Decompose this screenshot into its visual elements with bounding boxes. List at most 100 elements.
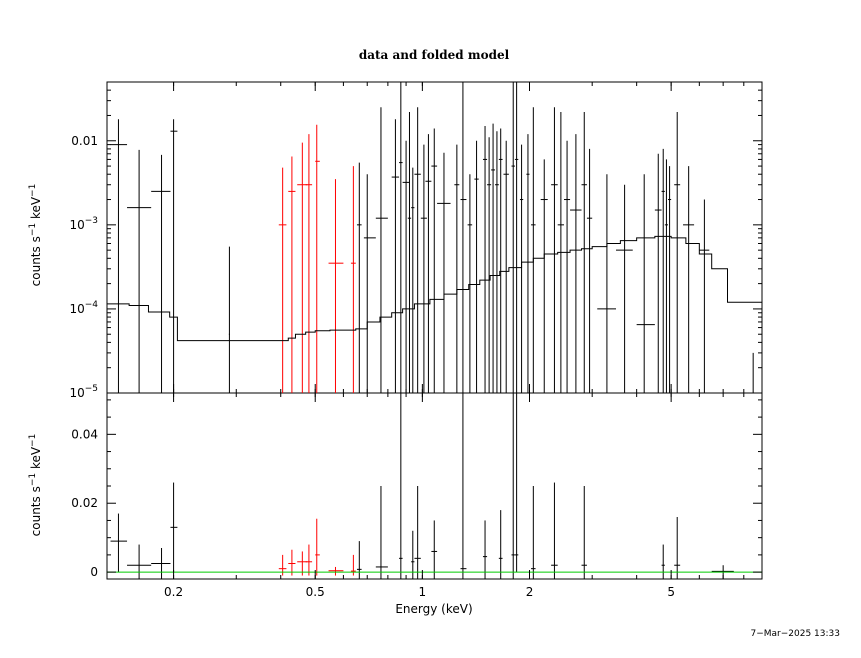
bottom-data-point [581, 486, 587, 579]
timestamp: 7−Mar−2025 13:33 [751, 629, 841, 639]
top-data-point [564, 140, 571, 393]
top-data-point [110, 119, 128, 393]
x-tick-label: 0.2 [164, 585, 183, 599]
bottom-data-point [375, 486, 388, 579]
top-data-point [288, 156, 296, 393]
bottom-data-point [328, 566, 344, 576]
bottom-data-point [151, 548, 171, 579]
bottom-data-point [498, 510, 503, 579]
bottom-data-point [110, 513, 128, 573]
top-data-point [228, 246, 230, 393]
top-y-label-mid: keV [29, 196, 43, 223]
bottom-data-point [170, 482, 178, 573]
top-data-point [411, 167, 415, 393]
top-data-point [586, 148, 593, 393]
top-data-point [503, 140, 509, 393]
top-data-point [454, 144, 460, 393]
bottom-data-point [431, 520, 438, 579]
bottom-y-tick-label: 0 [90, 565, 98, 579]
bottom-y-axis-label: counts s−1 keV−1 [28, 434, 43, 537]
top-data-point [752, 352, 755, 394]
bottom-y-label-exp1: −1 [28, 473, 38, 486]
top-data-point [519, 144, 524, 393]
bottom-y-tick-label: 0.02 [71, 496, 98, 510]
top-y-tick-label: 10−3 [69, 216, 98, 232]
top-data-point [487, 137, 492, 393]
top-data-point [683, 166, 695, 393]
top-data-point [467, 174, 473, 393]
bottom-panel-marks [107, 393, 762, 579]
bottom-data-point [514, 393, 519, 573]
top-data-point [531, 107, 536, 393]
top-data-point [425, 134, 432, 393]
bottom-data-point [399, 393, 403, 579]
top-y-label-exp2: −1 [28, 184, 38, 197]
top-y-tick-label: 0.01 [71, 134, 98, 148]
bottom-data-point [305, 544, 313, 576]
top-data-point [597, 174, 617, 393]
top-y-tick-label: 10−4 [69, 300, 98, 316]
x-tick-label: 1 [419, 585, 427, 599]
top-data-point [127, 149, 152, 393]
top-data-point [402, 140, 410, 393]
top-data-point [363, 174, 376, 393]
bottom-data-point [127, 544, 152, 579]
bottom-data-point [356, 541, 362, 579]
bottom-data-point [674, 517, 681, 579]
x-tick-label: 5 [667, 585, 675, 599]
top-data-point [636, 174, 655, 393]
bottom-data-point [411, 530, 415, 579]
bottom-data-point [297, 551, 308, 576]
top-data-point [664, 159, 669, 393]
top-data-point [414, 107, 421, 393]
top-data-point [297, 142, 308, 393]
top-data-point [328, 179, 344, 393]
bottom-data-point [414, 486, 421, 579]
bottom-data-point [661, 544, 665, 579]
top-data-point [514, 82, 519, 393]
top-data-point [616, 184, 633, 393]
top-data-point [170, 119, 178, 393]
top-data-point [551, 107, 558, 393]
bottom-data-point [460, 393, 467, 579]
top-data-point [151, 154, 171, 393]
bottom-data-point [315, 518, 320, 576]
top-data-point [570, 134, 582, 393]
bottom-data-point [288, 549, 296, 576]
x-tick-label: 0.5 [306, 585, 325, 599]
top-data-point [391, 119, 400, 393]
top-data-point [437, 152, 451, 393]
top-data-point [661, 148, 665, 393]
top-data-point [526, 134, 530, 393]
top-data-point [674, 111, 681, 393]
bottom-y-label-mid: keV [29, 446, 43, 473]
top-data-point [375, 107, 388, 393]
top-y-label-main: counts s [29, 236, 43, 286]
x-tick-label: 2 [526, 585, 534, 599]
model-step-line [107, 235, 762, 342]
top-data-point [511, 82, 515, 393]
axis-ticks: 0.2 0.5 1 2 5 0.01 10−3 10−4 10−5 0 0.02 0.04 [69, 81, 763, 599]
top-data-point [305, 134, 313, 393]
x-axis-label: Energy (keV) [395, 602, 472, 616]
top-data-point [474, 140, 479, 393]
top-data-point [356, 162, 362, 393]
top-data-point [668, 166, 672, 393]
top-data-point [540, 159, 548, 393]
bottom-data-point [551, 482, 558, 579]
bottom-y-tick-label: 0.04 [71, 427, 98, 441]
top-data-point [460, 82, 467, 393]
top-data-point [699, 199, 710, 393]
top-data-point [350, 166, 356, 393]
bottom-y-label-main: counts s [29, 486, 43, 536]
bottom-data-point [511, 393, 515, 579]
top-data-point [482, 125, 488, 393]
top-data-point [420, 144, 427, 393]
top-y-axis-label: counts s−1 keV−1 [28, 184, 43, 287]
bottom-data-point [482, 520, 488, 579]
top-data-point [407, 111, 412, 393]
top-data-point [495, 131, 499, 393]
top-data-point [498, 128, 503, 393]
top-y-label-exp1: −1 [28, 223, 38, 236]
